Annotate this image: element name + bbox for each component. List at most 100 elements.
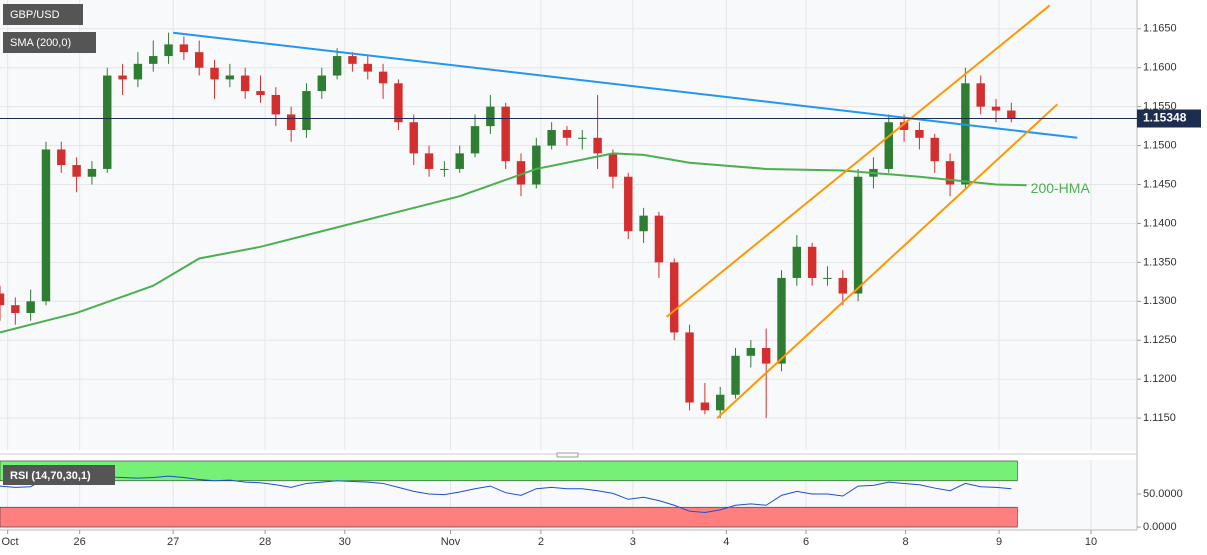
candle-body xyxy=(225,75,235,80)
candle-body xyxy=(41,149,51,302)
candle-body xyxy=(624,176,633,232)
candle-body xyxy=(639,215,648,232)
candle-body xyxy=(103,75,112,169)
candle-body xyxy=(72,165,81,177)
candle-body xyxy=(194,52,204,68)
y-tick-label: 0.0000 xyxy=(1143,521,1177,533)
candle-body xyxy=(87,168,97,177)
candle-body xyxy=(133,63,143,80)
candle-body xyxy=(976,83,985,107)
candle-body xyxy=(670,262,679,333)
candle-body xyxy=(286,114,296,131)
candle-body xyxy=(378,71,388,84)
y-tick-label: 1.1600 xyxy=(1143,62,1177,74)
y-tick-label: 50.0000 xyxy=(1143,488,1183,500)
candle-body xyxy=(807,246,817,278)
candle-body xyxy=(302,91,311,131)
rsi-line xyxy=(0,475,1012,514)
rsi-label-box[interactable] xyxy=(3,465,115,485)
y-tick-label: 1.1650 xyxy=(1143,23,1177,35)
x-tick-label: 8 xyxy=(903,536,909,548)
candle-body xyxy=(164,44,173,57)
candle-body xyxy=(470,126,480,154)
y-tick-label: 1.1250 xyxy=(1143,334,1177,346)
y-tick-label: 1.1400 xyxy=(1143,217,1177,229)
y-tick-label: 1.1200 xyxy=(1143,373,1177,385)
candle-body xyxy=(179,44,189,53)
candle-body xyxy=(761,348,771,364)
candle-body xyxy=(149,56,158,64)
series-label: 200-HMA xyxy=(1031,180,1091,196)
candle-body xyxy=(57,149,66,166)
y-tick-label: 1.1450 xyxy=(1143,178,1177,190)
candle-body xyxy=(256,91,265,95)
candle-body xyxy=(899,122,909,131)
y-tick-label: 1.1500 xyxy=(1143,139,1177,151)
x-tick-label: 28 xyxy=(259,536,271,548)
candle-body xyxy=(424,153,434,169)
resize-handle[interactable] xyxy=(556,452,579,458)
rsi-label: RSI (14,70,30,1) xyxy=(10,470,91,482)
candle-body xyxy=(823,277,832,279)
candle-body xyxy=(1007,110,1016,119)
candle-body xyxy=(532,145,541,185)
candle-body xyxy=(961,83,970,185)
last-price-label: 1.15348 xyxy=(1143,111,1187,125)
trend-line xyxy=(173,31,1078,139)
candle-body xyxy=(240,75,250,92)
candle-body xyxy=(317,75,327,92)
y-tick-label: 1.1350 xyxy=(1143,256,1177,268)
trend-line xyxy=(716,103,1058,419)
candle-body xyxy=(654,215,664,263)
x-tick-label: Oct xyxy=(1,536,18,548)
candle-body xyxy=(715,394,725,411)
x-tick-label: Nov xyxy=(441,536,461,548)
candle-body xyxy=(363,63,372,72)
candle-body xyxy=(777,277,786,364)
candle-body xyxy=(930,137,939,162)
y-tick-label: 1.1150 xyxy=(1143,412,1176,424)
x-tick-label: 3 xyxy=(630,536,636,548)
candle-body xyxy=(991,106,1001,111)
candle-body xyxy=(685,332,694,403)
x-tick-label: 9 xyxy=(996,536,1002,548)
y-tick-label: 1.1300 xyxy=(1143,295,1177,307)
indicator-box[interactable] xyxy=(3,32,96,53)
candle-body xyxy=(792,246,802,278)
candle-body xyxy=(501,106,510,162)
symbol-label: GBP/USD xyxy=(10,9,60,21)
candle-body xyxy=(593,137,602,154)
candle-body xyxy=(409,122,418,154)
indicator-label: SMA (200,0) xyxy=(10,37,71,49)
x-tick-label: 26 xyxy=(74,536,86,548)
candle-body xyxy=(118,75,127,80)
candle-body xyxy=(332,56,342,76)
x-tick-label: 6 xyxy=(803,536,809,548)
candle-body xyxy=(547,130,556,146)
candle-body xyxy=(746,348,756,356)
candle-body xyxy=(915,130,924,138)
candle-body xyxy=(210,67,219,80)
candle-body xyxy=(562,130,572,138)
candle-body xyxy=(578,137,587,139)
candle-body xyxy=(608,153,618,177)
candle-body xyxy=(838,277,848,294)
last-price-box xyxy=(1137,109,1201,128)
candle-body xyxy=(348,56,357,64)
rsi-band xyxy=(0,506,1018,528)
x-tick-label: 27 xyxy=(167,536,179,548)
candle-body xyxy=(731,355,740,395)
candle-body xyxy=(394,83,403,123)
candle-body xyxy=(486,106,495,127)
candle-body xyxy=(440,168,449,170)
candle-body xyxy=(516,161,526,185)
candle-body xyxy=(11,305,20,313)
candle-body xyxy=(884,122,893,169)
symbol-box[interactable] xyxy=(3,4,83,25)
x-tick-label: 4 xyxy=(723,536,729,548)
price-panel xyxy=(0,0,1137,450)
candle-body xyxy=(0,293,5,306)
candle-body xyxy=(853,176,863,294)
